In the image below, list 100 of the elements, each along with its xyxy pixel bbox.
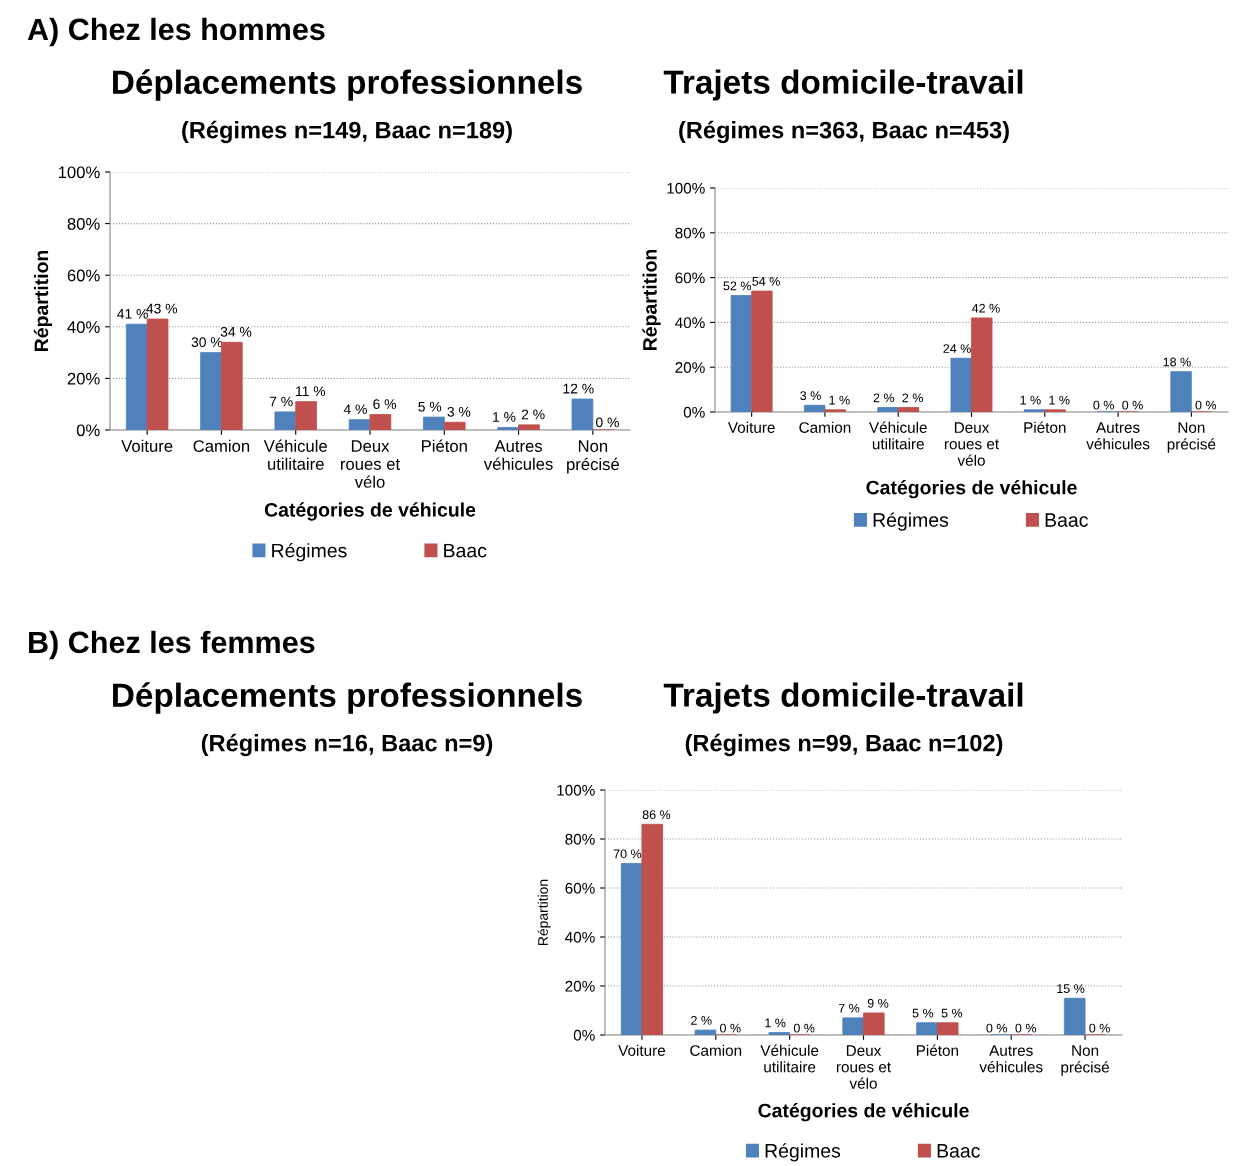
data-label: 30 %	[191, 337, 223, 348]
data-label: 0 %	[793, 1023, 815, 1033]
bar	[842, 1017, 864, 1035]
bar	[146, 318, 169, 430]
data-label: 15 %	[1057, 984, 1085, 993]
bar	[694, 1029, 717, 1035]
y-tick-label: 0%	[683, 406, 705, 418]
data-label: 11 %	[296, 386, 326, 397]
data-label: 34 %	[220, 326, 252, 337]
y-tick-label: 0%	[573, 1029, 595, 1041]
data-label: 3 %	[447, 406, 471, 417]
y-tick-label: 40%	[565, 931, 595, 943]
data-label: 43 %	[146, 303, 178, 314]
y-tick-label: 60%	[67, 269, 100, 282]
y-tick-label: 60%	[565, 882, 595, 894]
data-label: 2 %	[521, 409, 545, 420]
data-label: 2 %	[691, 1016, 712, 1025]
bar	[348, 419, 371, 430]
x-tick-label: Piéton	[916, 1044, 959, 1056]
y-axis-title: Répartition	[33, 250, 53, 352]
bar	[274, 411, 297, 430]
data-label: 0 %	[1093, 400, 1114, 410]
x-tick-label: Piéton	[422, 439, 467, 452]
data-label: 7 %	[269, 396, 293, 407]
x-tick-label: Véhicule utilitaire	[868, 421, 927, 450]
x-tick-label: Non précisé	[1061, 1045, 1110, 1076]
chart-title: Déplacements professionnels	[113, 69, 582, 101]
bar	[936, 1022, 959, 1035]
bar	[730, 295, 753, 412]
bar	[497, 427, 519, 430]
bar	[423, 416, 445, 430]
chart-subtitle: (Régimes n=149, Baac n=189)	[182, 120, 512, 144]
x-tick-label: Camion	[799, 421, 851, 433]
data-label: 1 %	[1049, 395, 1070, 405]
x-tick-label: Non précisé	[567, 440, 619, 474]
x-tick-label: Voiture	[727, 421, 775, 433]
data-label: 41 %	[117, 308, 148, 319]
bar	[751, 290, 773, 412]
bar	[200, 352, 222, 430]
data-label: 86 %	[642, 810, 671, 820]
chart-subtitle: (Régimes n=363, Baac n=453)	[679, 120, 1009, 144]
data-label: 0 %	[720, 1023, 741, 1033]
y-tick-label: 80%	[675, 227, 705, 239]
x-axis-title: Catégories de véhicule	[866, 479, 1077, 499]
y-tick-label: 40%	[675, 317, 705, 329]
legend-label: Baac	[937, 1144, 980, 1158]
y-tick-label: 20%	[565, 980, 595, 992]
data-label: 12 %	[563, 383, 594, 394]
x-tick-label: Véhicule utilitaire	[760, 1044, 819, 1073]
y-tick-label: 100%	[58, 166, 100, 179]
data-label: 0 %	[596, 417, 619, 428]
x-tick-label: Piéton	[1024, 421, 1066, 433]
legend-label: Baac	[444, 543, 487, 558]
data-label: 4 %	[343, 404, 367, 415]
data-label: 1 %	[829, 395, 850, 405]
bar	[824, 409, 846, 412]
y-tick-label: 20%	[675, 362, 705, 373]
data-label: 1 %	[765, 1018, 786, 1028]
text: Déplacements professionnels	[113, 682, 582, 714]
text: B) Chez les femmes	[29, 630, 315, 660]
legend-label: Régimes	[765, 1143, 841, 1162]
x-tick-label: Deux roues et vélo	[944, 422, 999, 466]
bar	[897, 407, 920, 412]
x-tick-label: Non précisé	[1167, 422, 1216, 453]
y-tick-label: 100%	[557, 784, 595, 796]
data-label: 9 %	[867, 998, 889, 1008]
x-tick-label: Deux roues et vélo	[341, 440, 400, 488]
data-label: 7 %	[838, 1003, 860, 1013]
bar	[863, 1012, 885, 1035]
y-axis-title: Répartition	[537, 879, 551, 945]
legend-label: Régimes	[873, 512, 949, 531]
x-axis-title: Catégories de véhicule	[758, 1102, 969, 1122]
bar	[295, 401, 317, 430]
x-tick-label: Camion	[690, 1044, 742, 1056]
bar	[803, 404, 826, 412]
bar	[620, 863, 643, 1035]
bar	[971, 317, 993, 412]
bar	[571, 398, 594, 430]
bar	[950, 357, 972, 412]
bar	[443, 421, 466, 430]
x-tick-label: Voiture	[121, 439, 173, 452]
bar	[125, 323, 148, 430]
bar	[369, 414, 392, 430]
data-label: 52 %	[723, 281, 752, 291]
bar	[768, 1032, 791, 1035]
data-label: 1 %	[1020, 395, 1041, 405]
data-label: 5 %	[418, 401, 442, 412]
y-tick-label: 80%	[67, 218, 100, 230]
x-tick-label: Autres véhicules	[483, 440, 553, 470]
data-label: 24 %	[943, 344, 971, 353]
data-label: 0 %	[1015, 1023, 1037, 1033]
legend-label: Régimes	[272, 542, 347, 562]
data-label: 0 %	[1089, 1023, 1110, 1033]
data-label: 1 %	[493, 412, 516, 422]
chart-title: Trajets domicile-travail	[663, 69, 1023, 101]
y-tick-label: 20%	[67, 372, 100, 385]
x-tick-label: Voiture	[618, 1044, 666, 1056]
data-label: 0 %	[1122, 400, 1143, 410]
x-tick-label: Autres véhicules	[979, 1045, 1043, 1073]
y-tick-label: 60%	[675, 272, 705, 284]
